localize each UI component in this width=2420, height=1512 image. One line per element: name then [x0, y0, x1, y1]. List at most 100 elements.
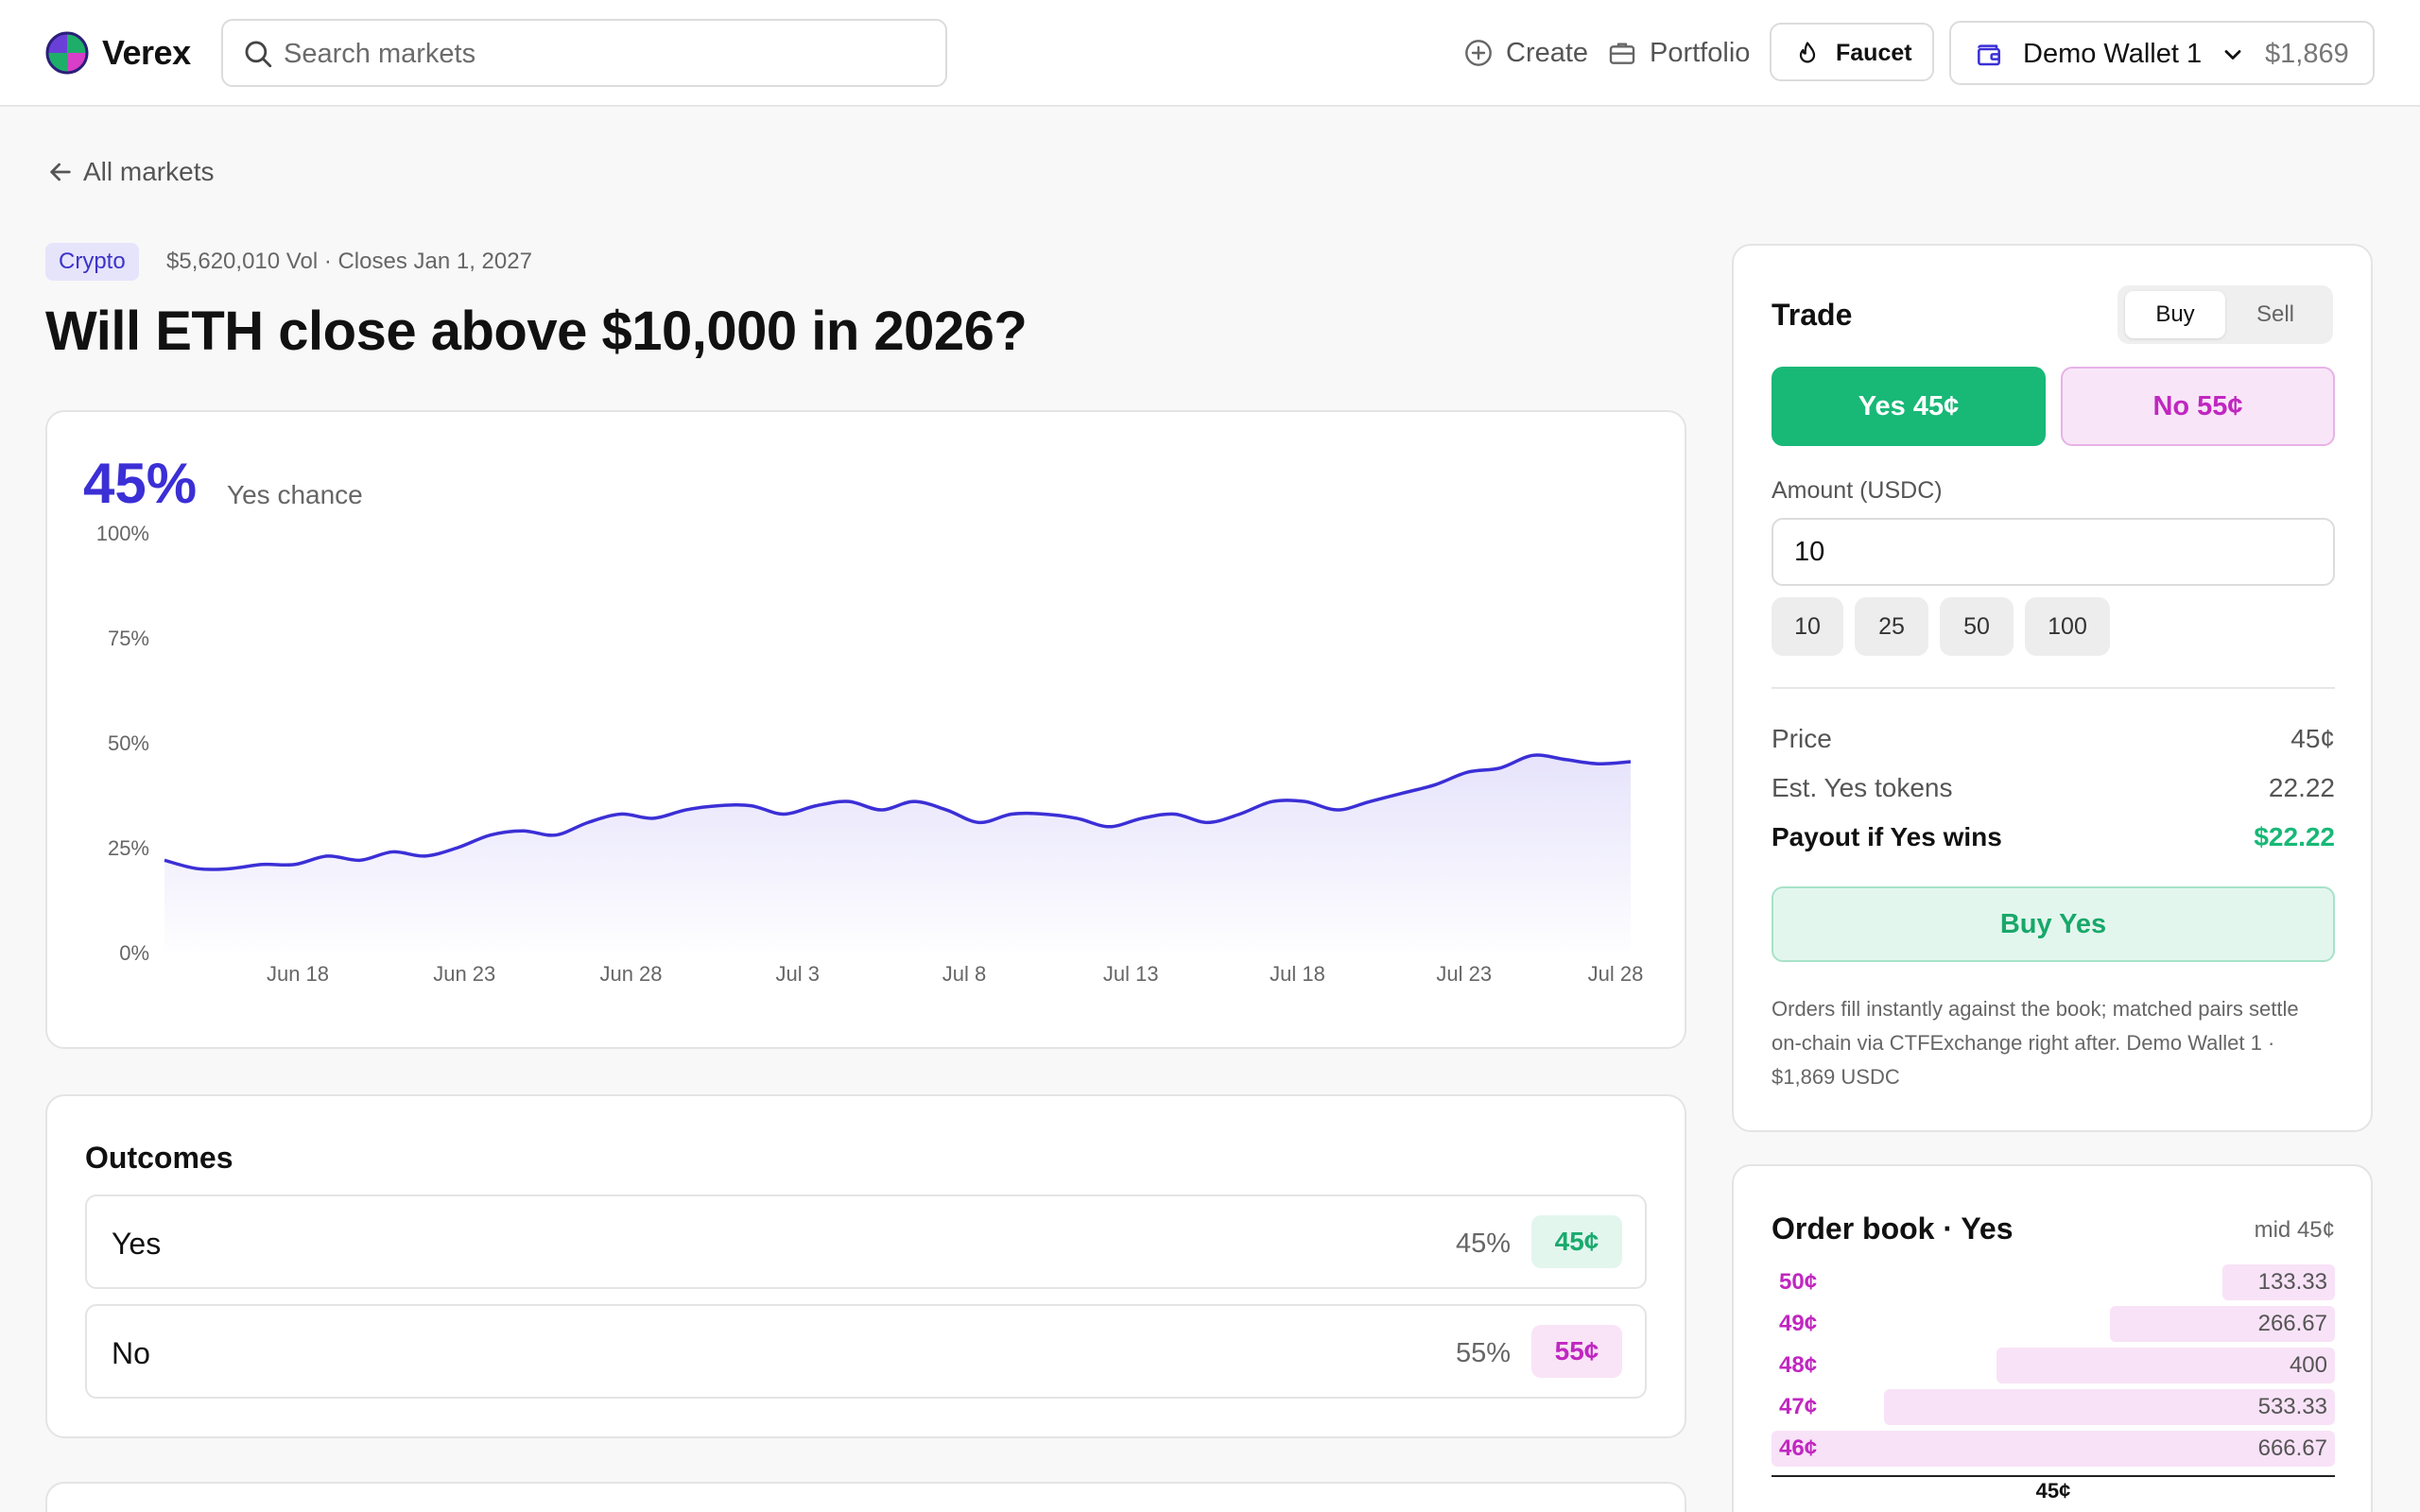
arrow-left-icon	[50, 163, 71, 181]
outcome-name: Yes	[112, 1227, 162, 1261]
depth-bar	[2221, 1264, 2335, 1300]
order-size: 266.67	[2257, 1311, 2327, 1336]
x-tick-label: Jun 18	[267, 962, 329, 986]
depth-bar	[2109, 1306, 2335, 1342]
order-size: 666.67	[2257, 1435, 2327, 1461]
y-tick-label: 0%	[119, 941, 149, 965]
amount-label: Amount (USDC)	[1772, 477, 1943, 504]
y-tick-label: 25%	[108, 836, 149, 860]
briefcase-icon	[1609, 43, 1635, 64]
portfolio-link[interactable]: Portfolio	[1607, 34, 1756, 72]
outcome-row-yes[interactable]: Yes 45% 45¢	[85, 1194, 1647, 1289]
series-line	[164, 753, 1632, 871]
order-price: 48¢	[1779, 1352, 1818, 1378]
x-tick-label: Jul 8	[942, 962, 986, 986]
wallet-dropdown[interactable]: Demo Wallet 1 $1,869	[1949, 21, 2375, 85]
x-tick-label: Jul 23	[1436, 962, 1492, 986]
create-link[interactable]: Create	[1463, 34, 1592, 72]
wallet-balance: $1,869	[2265, 39, 2349, 69]
faucet-label: Faucet	[1836, 40, 1912, 66]
chance-label: Yes chance	[227, 480, 363, 509]
verex-logo-icon[interactable]	[45, 31, 89, 75]
price-value: 45¢	[2290, 724, 2335, 753]
trade-heading: Trade	[1772, 298, 1853, 332]
order-book-mid: mid 45¢	[2254, 1217, 2335, 1243]
yes-outcome-button[interactable]: Yes 45¢	[1772, 367, 2046, 446]
x-tick-label: Jul 18	[1270, 962, 1325, 986]
brand-name[interactable]: Verex	[102, 33, 191, 72]
payout-row: Payout if Yes wins $22.22	[1772, 818, 2335, 856]
search-icon	[245, 41, 272, 68]
outcome-price-badge[interactable]: 55¢	[1531, 1325, 1622, 1378]
order-book-mid-label: 45¢	[2035, 1479, 2071, 1503]
details-card	[45, 1482, 1686, 1512]
category-badge[interactable]: Crypto	[45, 243, 139, 281]
faucet-button[interactable]: Faucet	[1770, 23, 1934, 81]
x-tick-label: Jun 23	[433, 962, 495, 986]
order-book-row[interactable]: 50¢ 133.33	[1772, 1264, 2335, 1300]
amount-chip-25[interactable]: 25	[1855, 597, 1928, 656]
order-price: 50¢	[1779, 1269, 1818, 1295]
buy-yes-button[interactable]: Buy Yes	[1772, 886, 2335, 962]
outcome-row-no[interactable]: No 55% 55¢	[85, 1304, 1647, 1399]
order-book-row[interactable]: 48¢ 400	[1772, 1348, 2335, 1383]
price-label: Price	[1772, 724, 1832, 753]
payout-label: Payout if Yes wins	[1772, 822, 2002, 851]
y-tick-label: 50%	[108, 731, 149, 755]
search-input[interactable]	[284, 30, 926, 77]
x-tick-label: Jul 28	[1588, 962, 1644, 986]
y-tick-label: 100%	[96, 522, 149, 545]
chevron-down-icon	[2224, 50, 2241, 60]
order-price: 49¢	[1779, 1311, 1818, 1336]
price-history-chart[interactable]: 100% 75% 50% 25% 0% Jun 18 Jun 23 Jun 28 Jul 3 Ju…	[47, 516, 1654, 1007]
tokens-label: Est. Yes tokens	[1772, 773, 1953, 802]
depth-bar	[1884, 1389, 2335, 1425]
outcome-percent: 55%	[1455, 1338, 1511, 1368]
trade-note: Orders fill instantly against the book; …	[1772, 997, 2299, 1089]
amount-chip-50[interactable]: 50	[1940, 597, 2014, 656]
tokens-value: 22.22	[2268, 773, 2335, 802]
search-box[interactable]	[221, 19, 947, 87]
order-price: 47¢	[1779, 1394, 1818, 1419]
back-link[interactable]: All markets	[45, 155, 234, 189]
order-book-row[interactable]: 49¢ 266.67	[1772, 1306, 2335, 1342]
y-tick-label: 75%	[108, 627, 149, 650]
tab-buy[interactable]: Buy	[2125, 291, 2225, 338]
x-tick-label: Jul 3	[776, 962, 820, 986]
tokens-row: Est. Yes tokens 22.22	[1772, 769, 2335, 807]
wallet-name: Demo Wallet 1	[2023, 39, 2203, 69]
top-bar: Verex Create Portfolio Faucet Demo Walle…	[0, 0, 2420, 107]
depth-bar	[1772, 1431, 2335, 1467]
order-price: 46¢	[1779, 1435, 1818, 1461]
market-title: Will ETH close above $10,000 in 2026?	[45, 301, 1028, 362]
portfolio-label: Portfolio	[1650, 38, 1751, 68]
plus-circle-icon	[1465, 40, 1492, 66]
divider	[1772, 687, 2335, 689]
order-book-row[interactable]: 47¢ 533.33	[1772, 1389, 2335, 1425]
outcome-price-badge[interactable]: 45¢	[1531, 1215, 1622, 1268]
outcomes-heading: Outcomes	[85, 1141, 233, 1175]
payout-value: $22.22	[2254, 822, 2335, 851]
amount-chip-10[interactable]: 10	[1772, 597, 1843, 656]
amount-chip-100[interactable]: 100	[2025, 597, 2110, 656]
order-size: 533.33	[2257, 1394, 2327, 1419]
back-link-label: All markets	[83, 157, 215, 186]
create-label: Create	[1506, 38, 1589, 68]
outcome-percent: 45%	[1455, 1228, 1511, 1259]
price-row: Price 45¢	[1772, 720, 2335, 758]
order-size: 133.33	[2257, 1269, 2327, 1295]
market-meta: $5,620,010 Vol · Closes Jan 1, 2027	[166, 249, 532, 274]
order-book-spread-line	[1772, 1475, 2335, 1477]
no-outcome-button[interactable]: No 55¢	[2061, 367, 2335, 446]
order-book-heading: Order book · Yes	[1772, 1211, 2014, 1246]
chance-value: 45%	[83, 452, 198, 515]
outcome-name: No	[112, 1336, 150, 1370]
x-tick-label: Jun 28	[599, 962, 662, 986]
tab-sell[interactable]: Sell	[2256, 301, 2295, 327]
order-size: 400	[2289, 1352, 2327, 1378]
order-book-row[interactable]: 46¢ 666.67	[1772, 1431, 2335, 1467]
amount-input[interactable]	[1772, 518, 2335, 586]
buy-sell-toggle: Buy Sell	[2118, 285, 2333, 344]
depth-bar	[1996, 1348, 2335, 1383]
droplet-icon	[1799, 42, 1816, 63]
